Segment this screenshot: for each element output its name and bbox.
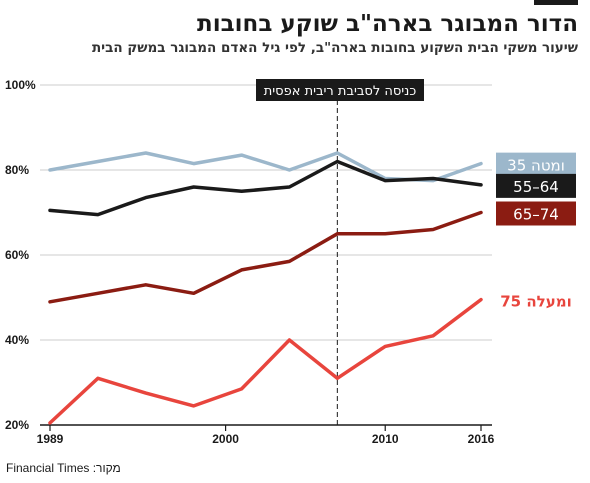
x-tick-label-2016: 2016 bbox=[468, 432, 495, 446]
chart-subtitle: שיעור משקי הבית השקוע בחובות בארה"ב, לפי… bbox=[91, 40, 578, 56]
x-tick-label-2000: 2000 bbox=[212, 432, 239, 446]
y-tick-label-60: 60% bbox=[5, 248, 29, 262]
series-line-over75 bbox=[48, 297, 483, 425]
annotation-text: כניסה לסביבת ריבית אפסית bbox=[264, 84, 417, 99]
title-accent-bar bbox=[534, 0, 578, 5]
series-label-box-65to74 bbox=[496, 201, 576, 226]
series-label-over75: 75 ומעלה bbox=[500, 293, 571, 311]
series-label-text-65to74: 65–74 bbox=[513, 206, 559, 224]
series-label-text-55to64: 55–64 bbox=[513, 178, 559, 196]
series-line-65to74 bbox=[48, 210, 483, 304]
series-label-box-55to64 bbox=[496, 173, 576, 198]
annotation-box bbox=[256, 79, 424, 101]
series-label-65to74: 65–74 bbox=[496, 201, 576, 226]
y-tick-label-100: 100% bbox=[5, 78, 36, 92]
x-tick-label-1989: 1989 bbox=[37, 432, 64, 446]
source-note: מקור: Financial Times bbox=[6, 461, 121, 475]
x-tick-label-2010: 2010 bbox=[372, 432, 399, 446]
chart-title: הדור המבוגר בארה"ב שוקע בחובות bbox=[197, 11, 578, 37]
series-label-text-over75: 75 ומעלה bbox=[500, 293, 571, 311]
annotation-label: כניסה לסביבת ריבית אפסית bbox=[256, 79, 424, 101]
y-tick-label-20: 20% bbox=[5, 418, 29, 432]
series-label-box-under35 bbox=[496, 152, 576, 177]
series-label-55to64: 55–64 bbox=[496, 173, 576, 198]
y-tick-label-40: 40% bbox=[5, 333, 29, 347]
series-label-text-under35: 35 ומטה bbox=[507, 157, 565, 175]
series-line-under35 bbox=[48, 151, 483, 183]
series-label-under35: 35 ומטה bbox=[496, 152, 576, 177]
series-line-55to64 bbox=[48, 159, 483, 217]
y-tick-label-80: 80% bbox=[5, 163, 29, 177]
